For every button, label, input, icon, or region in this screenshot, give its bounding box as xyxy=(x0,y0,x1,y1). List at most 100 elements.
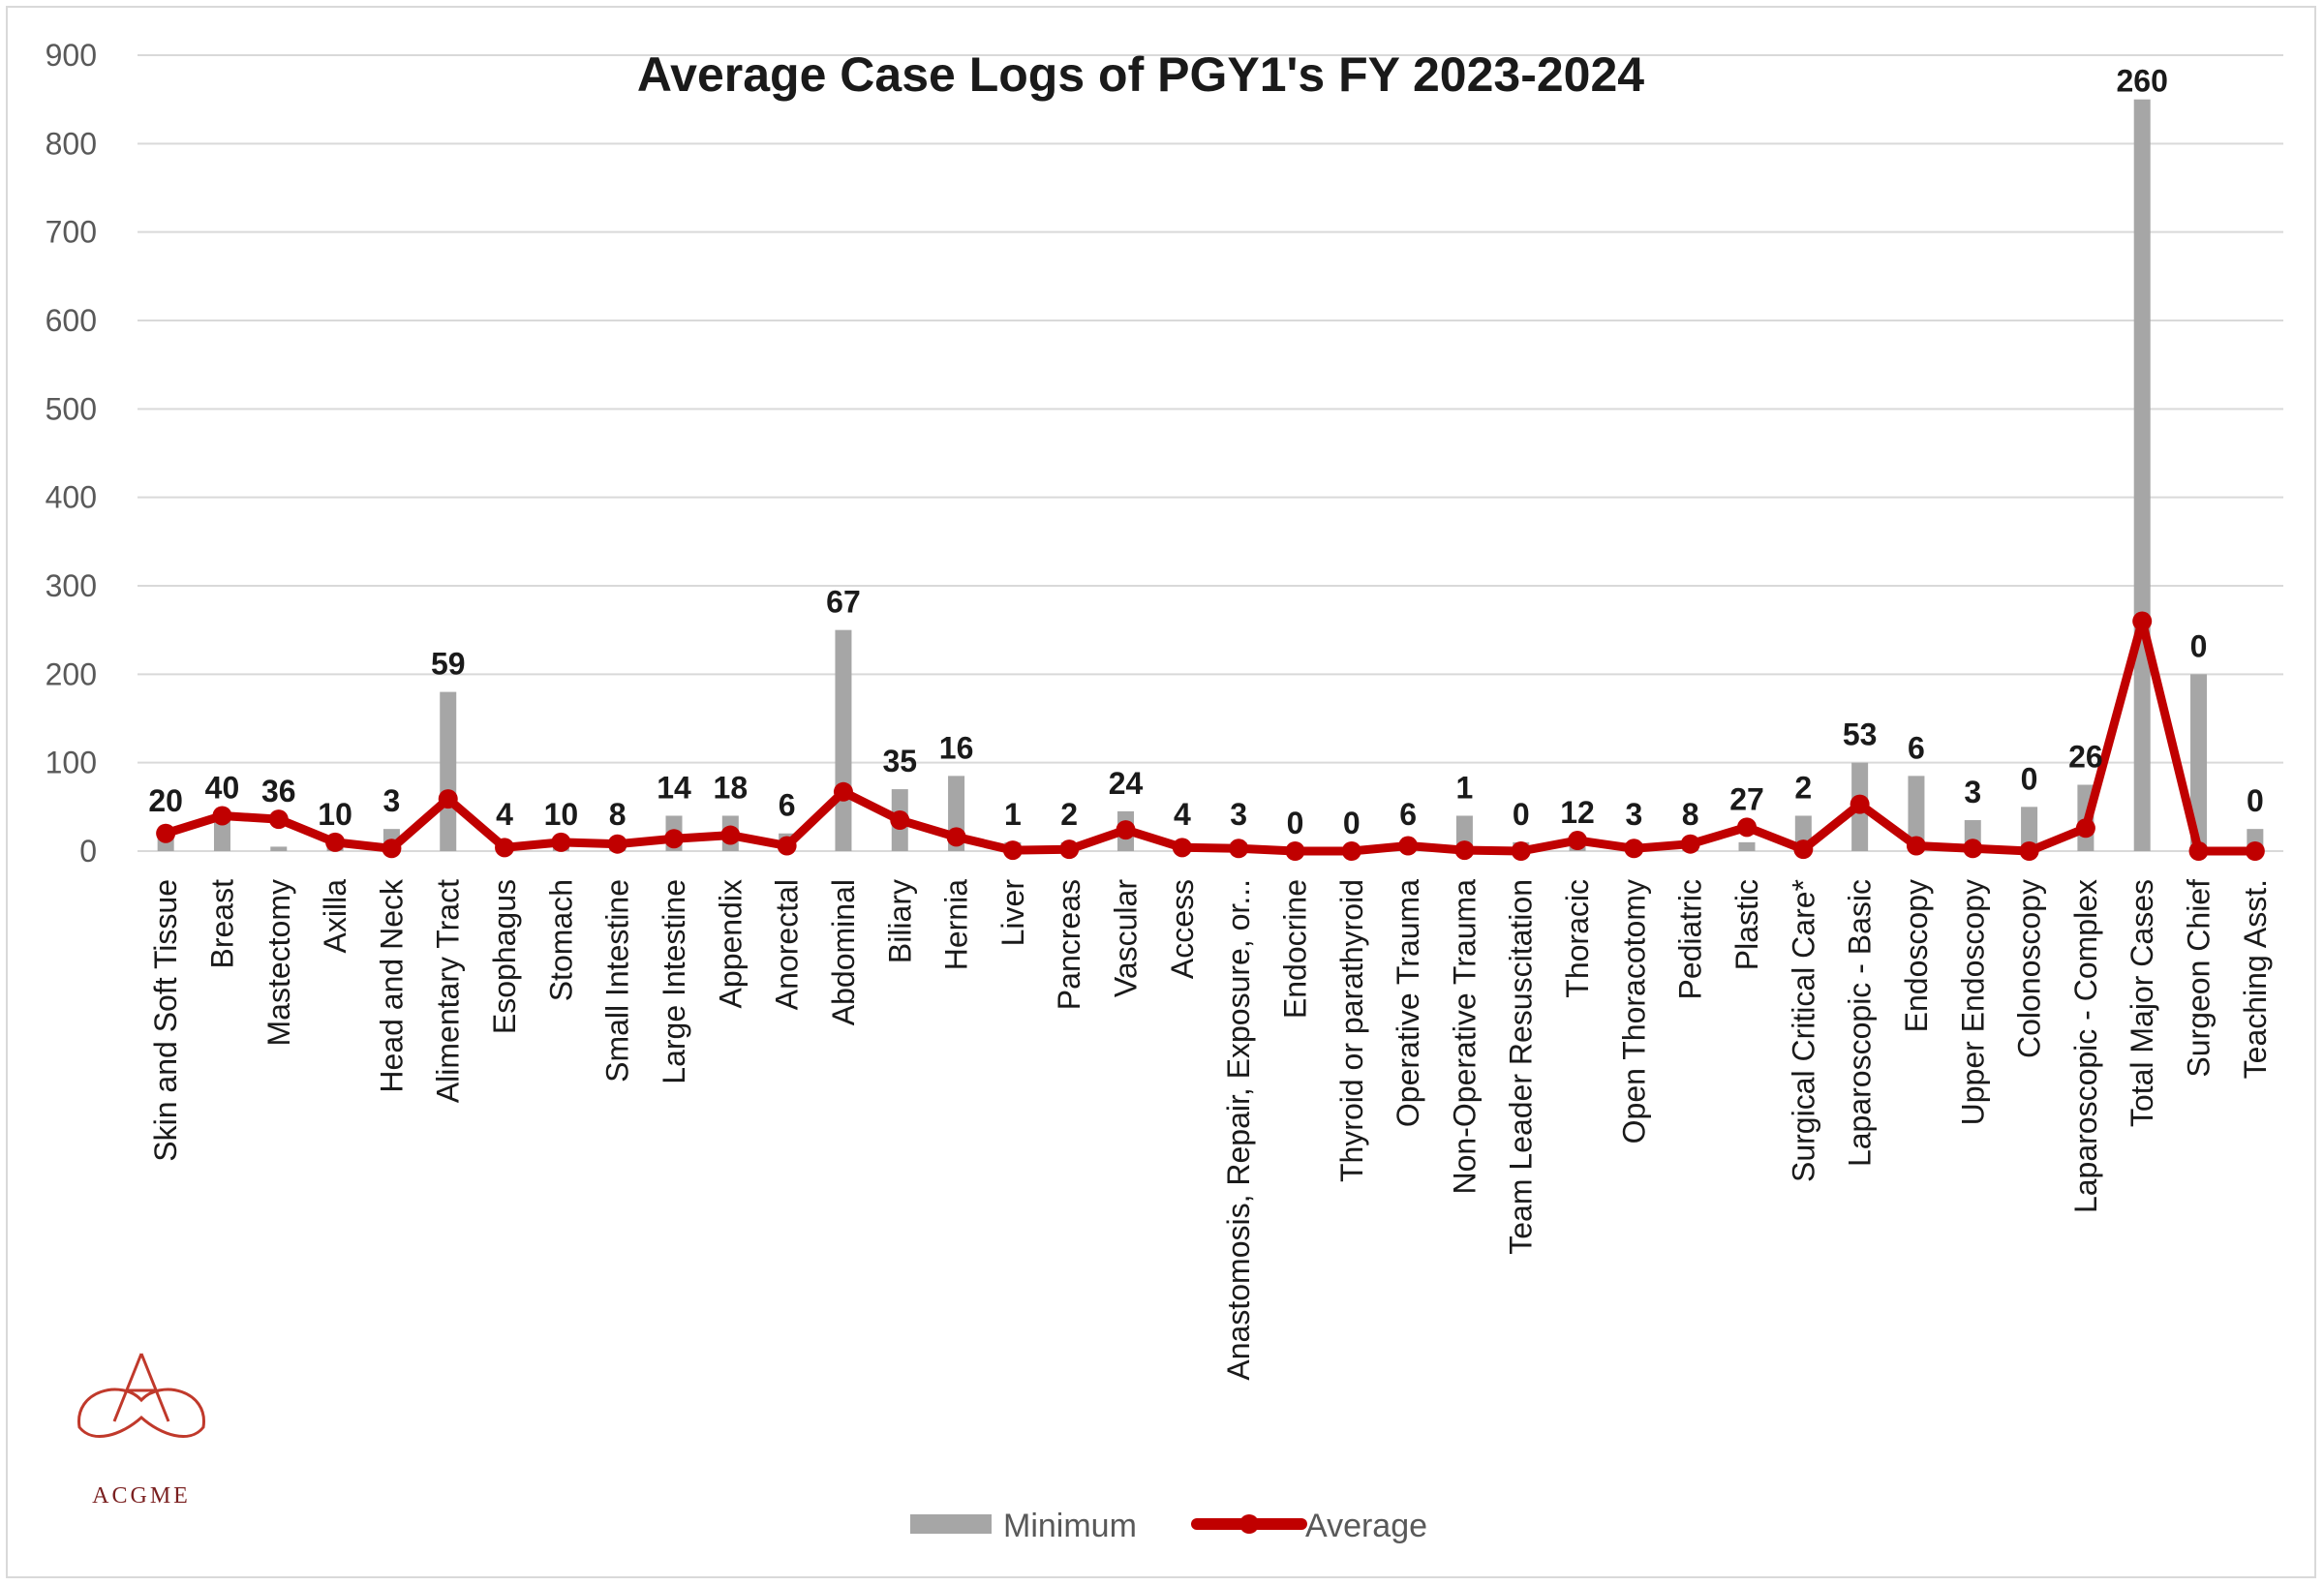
data-label-average: 8 xyxy=(1682,797,1699,832)
x-tick-label: Biliary xyxy=(882,879,917,963)
point-average xyxy=(664,829,684,849)
chart-title: Average Case Logs of PGY1's FY 2023-2024 xyxy=(637,47,1644,102)
data-label-average: 0 xyxy=(2247,783,2264,818)
data-label-average: 3 xyxy=(1964,775,1981,809)
bar-minimum xyxy=(2190,674,2208,851)
x-tick-label: Skin and Soft Tissue xyxy=(148,879,183,1162)
x-tick-label: Endocrine xyxy=(1277,879,1312,1019)
bar-minimum xyxy=(213,815,230,851)
point-average xyxy=(2188,841,2209,861)
data-label-average: 36 xyxy=(261,774,296,808)
x-tick-label: Total Major Cases xyxy=(2125,879,2159,1127)
point-average xyxy=(1229,839,1249,859)
point-average xyxy=(946,827,966,847)
data-label-average: 53 xyxy=(1843,717,1878,752)
point-average xyxy=(1059,839,1080,860)
legend-label-minimum: Minimum xyxy=(1003,1508,1137,1544)
point-average xyxy=(1341,841,1361,861)
point-average xyxy=(1002,840,1023,861)
x-tick-label: Operative Trauma xyxy=(1391,879,1425,1127)
data-label-average: 3 xyxy=(383,783,401,818)
bar-minimum xyxy=(2133,99,2151,851)
data-label-average: 6 xyxy=(1399,797,1417,832)
data-label-average: 2 xyxy=(1794,770,1812,805)
y-tick-label: 500 xyxy=(46,391,97,426)
data-label-average: 2 xyxy=(1060,797,1078,832)
point-average xyxy=(1116,820,1136,840)
y-tick-label: 700 xyxy=(46,215,97,250)
bar-minimum xyxy=(2021,807,2038,851)
point-average xyxy=(438,789,458,809)
data-label-average: 0 xyxy=(2021,761,2038,796)
data-label-average: 10 xyxy=(544,797,579,832)
y-tick-label: 300 xyxy=(46,568,97,603)
x-tick-label: Surgeon Chief xyxy=(2182,879,2217,1078)
y-tick-label: 100 xyxy=(46,746,97,780)
x-tick-label: Access xyxy=(1165,879,1200,979)
x-tick-label: Small Intestine xyxy=(600,879,635,1083)
data-label-average: 16 xyxy=(939,730,974,765)
data-label-average: 26 xyxy=(2068,740,2103,775)
data-label-average: 0 xyxy=(2190,628,2208,663)
data-label-average: 18 xyxy=(714,770,749,805)
x-tick-label: Alimentary Tract xyxy=(431,879,466,1103)
point-average xyxy=(1793,839,1814,860)
data-label-average: 24 xyxy=(1109,766,1144,801)
point-average xyxy=(607,834,627,854)
data-label-average: 14 xyxy=(657,770,691,805)
point-average xyxy=(2245,841,2265,861)
acgme-logo: ACGME xyxy=(77,1353,205,1509)
x-tick-label: Hernia xyxy=(939,879,974,970)
point-average xyxy=(2075,818,2095,839)
data-label-average: 3 xyxy=(1230,797,1247,832)
data-label-average: 8 xyxy=(609,797,627,832)
bar-minimum xyxy=(1908,776,1925,851)
logo-swoosh xyxy=(77,1388,205,1438)
bar-minimum xyxy=(440,691,457,851)
data-label-average: 1 xyxy=(1004,797,1022,832)
y-tick-label: 0 xyxy=(79,834,97,869)
data-label-average: 10 xyxy=(318,797,352,832)
x-tick-label: Thyroid or parathyroid xyxy=(1334,879,1369,1182)
point-average xyxy=(1511,841,1531,861)
data-label-average: 20 xyxy=(148,783,183,818)
point-average xyxy=(1906,836,1926,856)
point-average xyxy=(720,825,741,845)
x-tick-label: Vascular xyxy=(1109,879,1144,997)
data-label-average: 1 xyxy=(1456,770,1474,805)
data-label-average: 12 xyxy=(1560,795,1595,830)
point-average xyxy=(325,832,346,852)
x-tick-label: Appendix xyxy=(713,879,748,1008)
chart-frame: 0 100 200 300 400 500 600 700 800 900 20 40 36 10 3 59… xyxy=(6,6,2316,1578)
x-tick-label: Pediatric xyxy=(1673,879,1708,1000)
y-tick-label: 900 xyxy=(46,38,97,73)
x-tick-label: Laparoscopic - Complex xyxy=(2068,879,2103,1213)
logo-text: ACGME xyxy=(92,1483,191,1509)
legend: Minimum Average xyxy=(910,1508,1427,1544)
x-tick-label: Breast xyxy=(204,879,239,969)
data-label-average: 3 xyxy=(1625,797,1642,832)
point-average xyxy=(1624,839,1644,859)
legend-marker-average xyxy=(1239,1514,1259,1534)
x-tick-label: Anorectal xyxy=(770,879,805,1010)
x-tick-label: Open Thoracotomy xyxy=(1616,879,1651,1144)
point-average xyxy=(382,839,402,859)
y-tick-label: 600 xyxy=(46,303,97,338)
x-tick-label: Team Leader Resuscitation xyxy=(1504,879,1539,1255)
point-average xyxy=(833,781,853,802)
point-average xyxy=(1963,839,1983,859)
legend-label-average: Average xyxy=(1305,1508,1427,1544)
x-tick-label: Pancreas xyxy=(1052,879,1086,1010)
point-average xyxy=(1454,840,1475,861)
data-label-average: 260 xyxy=(2117,64,2168,99)
data-label-average: 4 xyxy=(1174,797,1191,832)
y-tick-label: 400 xyxy=(46,480,97,515)
point-average xyxy=(1850,794,1870,814)
x-tick-label: Liver xyxy=(995,879,1030,947)
x-tick-label: Mastectomy xyxy=(261,879,296,1046)
bar-minimum xyxy=(270,846,288,851)
data-label-average: 6 xyxy=(779,788,796,823)
x-tick-label: Esophagus xyxy=(487,879,522,1034)
point-average xyxy=(2132,611,2153,631)
